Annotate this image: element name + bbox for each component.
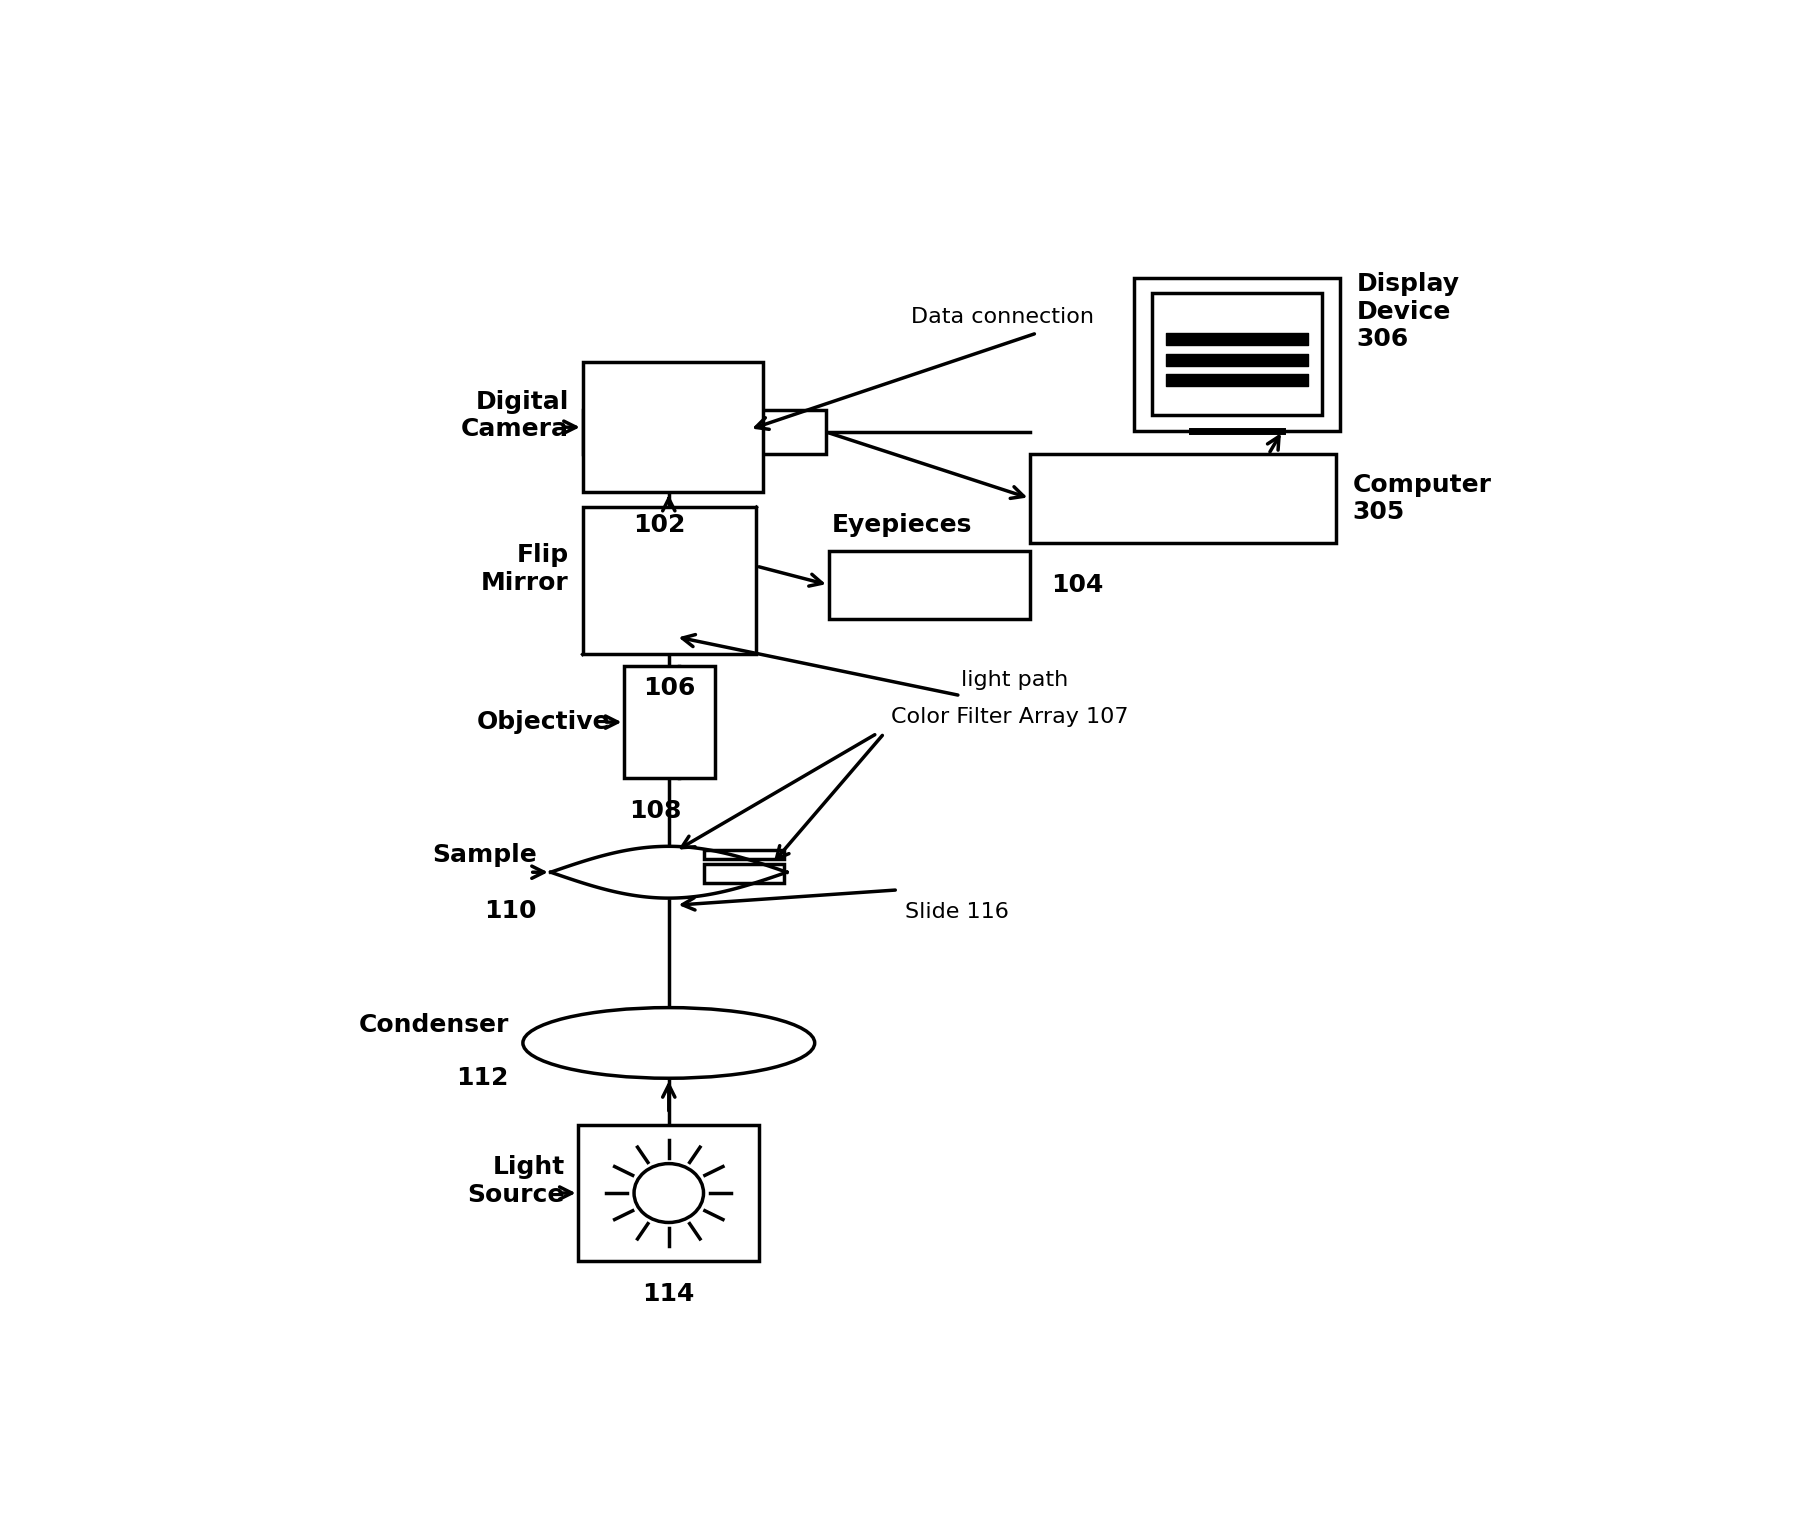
Text: Flip
Mirror: Flip Mirror bbox=[481, 543, 568, 595]
Circle shape bbox=[635, 1164, 703, 1223]
Bar bbox=[583, 410, 827, 454]
Text: Condenser: Condenser bbox=[359, 1014, 509, 1037]
Text: Eyepieces: Eyepieces bbox=[832, 512, 972, 537]
Text: Display
Device
306: Display Device 306 bbox=[1357, 272, 1460, 352]
Text: Objective: Objective bbox=[477, 709, 610, 734]
Text: 102: 102 bbox=[633, 514, 685, 537]
Text: Light
Source: Light Source bbox=[468, 1156, 565, 1208]
Ellipse shape bbox=[524, 1008, 814, 1078]
Text: Sample: Sample bbox=[432, 842, 536, 867]
Bar bbox=[1031, 454, 1336, 543]
Bar bbox=[1135, 278, 1339, 431]
Bar bbox=[579, 1125, 758, 1261]
Text: 106: 106 bbox=[644, 676, 696, 700]
Bar bbox=[1153, 294, 1321, 416]
Text: 112: 112 bbox=[457, 1067, 509, 1090]
Bar bbox=[828, 550, 1031, 619]
Text: Digital
Camera: Digital Camera bbox=[461, 390, 568, 442]
Text: 108: 108 bbox=[629, 800, 681, 823]
Text: Slide 116: Slide 116 bbox=[905, 902, 1009, 922]
Text: 104: 104 bbox=[1051, 573, 1103, 596]
Bar bbox=[703, 864, 784, 882]
Bar bbox=[583, 508, 757, 654]
Bar bbox=[624, 667, 715, 778]
Text: Data connection: Data connection bbox=[911, 307, 1094, 327]
Text: light path: light path bbox=[961, 670, 1069, 690]
Text: 114: 114 bbox=[642, 1281, 696, 1306]
Text: Computer
305: Computer 305 bbox=[1352, 472, 1492, 524]
Text: Color Filter Array 107: Color Filter Array 107 bbox=[891, 708, 1128, 728]
Text: 110: 110 bbox=[484, 899, 536, 924]
Bar bbox=[583, 362, 764, 492]
Bar bbox=[703, 850, 784, 859]
